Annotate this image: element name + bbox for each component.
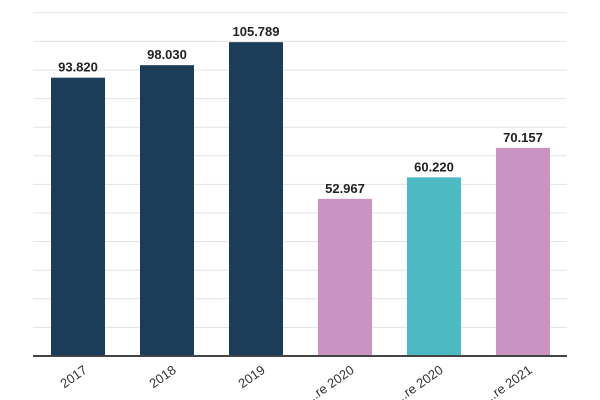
bar-value-label: 52.967 <box>325 181 365 196</box>
data-labels: 93.820 98.030 105.789 52.967 60.220 70.157 <box>58 24 543 196</box>
bar-value-label: 60.220 <box>414 159 454 174</box>
bar <box>318 198 372 356</box>
bar <box>140 65 194 356</box>
x-tick-label: 2017 <box>57 362 89 391</box>
x-tick-label: 2019 <box>235 362 267 391</box>
x-tick-labels: 2017 2018 2019 ...re 2020 ...re 2020 ...re 20… <box>57 362 534 400</box>
bars <box>51 42 550 357</box>
bar <box>407 177 461 356</box>
bar-value-label: 93.820 <box>58 60 98 75</box>
x-tick-label: 2018 <box>146 362 178 391</box>
x-tick-label: ...re 2020 <box>392 362 446 400</box>
gridlines <box>33 12 567 328</box>
bar <box>229 42 283 356</box>
x-tick-label: ...re 2021 <box>481 362 535 400</box>
bar-value-label: 105.789 <box>233 24 280 39</box>
bar <box>496 147 550 356</box>
bar-value-label: 98.030 <box>147 47 187 62</box>
bar <box>51 77 105 357</box>
bar-value-label: 70.157 <box>503 130 543 145</box>
x-tick-label: ...re 2020 <box>303 362 357 400</box>
